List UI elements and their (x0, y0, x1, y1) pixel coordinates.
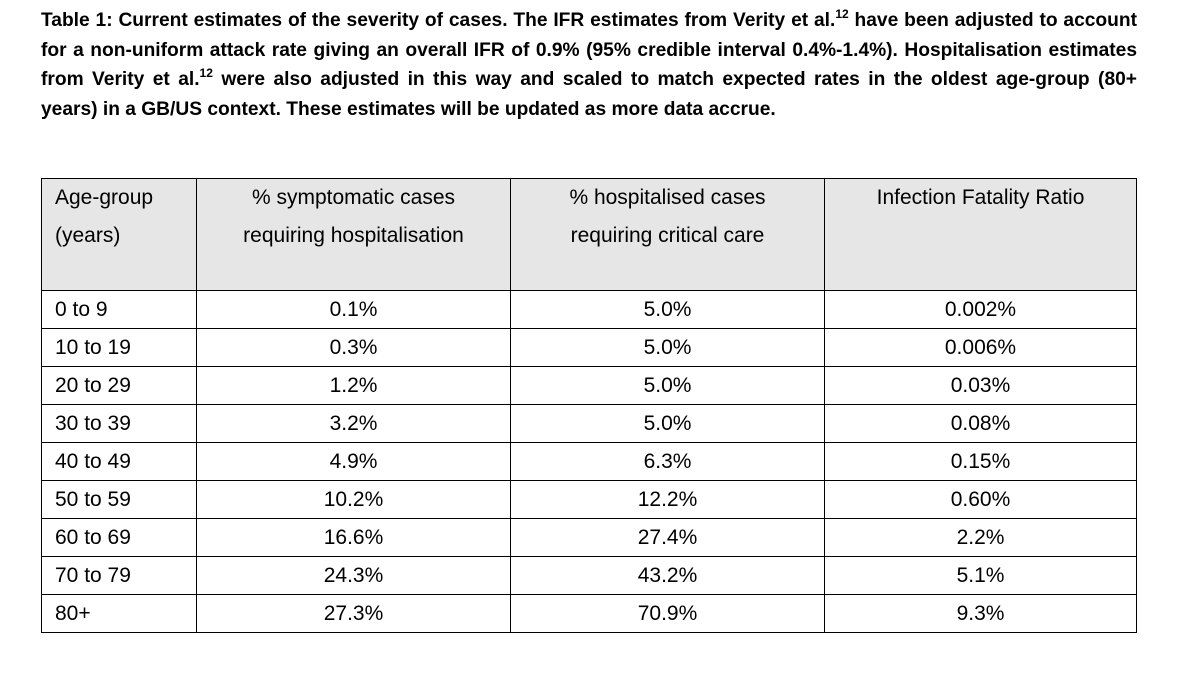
cell-critical-care: 43.2% (510, 556, 825, 595)
cell-hospitalisation: 1.2% (196, 366, 511, 405)
cell-hospitalisation: 4.9% (196, 442, 511, 481)
header-age-line-1: Age-group (55, 186, 154, 209)
cell-ifr: 5.1% (824, 556, 1137, 595)
table-row: 70 to 79 24.3% 43.2% 5.1% (41, 556, 1137, 595)
table-header: Age-group (years) % symptomatic cases requ… (41, 178, 1137, 291)
header-hosp-line-1: % symptomatic cases (251, 186, 456, 209)
cell-age-group: 80+ (41, 594, 197, 633)
caption-text-1: Table 1: Current estimates of the severi… (41, 10, 836, 31)
table-row: 10 to 19 0.3% 5.0% 0.006% (41, 328, 1137, 367)
cell-hospitalisation: 16.6% (196, 518, 511, 557)
cell-critical-care: 6.3% (510, 442, 825, 481)
cell-age-group: 30 to 39 (41, 404, 197, 443)
caption-text-3: were also adjusted in this way and scale… (41, 69, 1137, 120)
table-row: 0 to 9 0.1% 5.0% 0.002% (41, 290, 1137, 329)
cell-ifr: 0.006% (824, 328, 1137, 367)
header-infection-fatality-ratio: Infection Fatality Ratio (824, 178, 1137, 291)
cell-hospitalisation: 0.1% (196, 290, 511, 329)
cell-age-group: 10 to 19 (41, 328, 197, 367)
table-row: 50 to 59 10.2% 12.2% 0.60% (41, 480, 1137, 519)
table-caption: Table 1: Current estimates of the severi… (41, 6, 1137, 124)
cell-ifr: 2.2% (824, 518, 1137, 557)
table-body: 0 to 9 0.1% 5.0% 0.002% 10 to 19 0.3% 5.… (41, 290, 1137, 633)
severity-table: Age-group (years) % symptomatic cases requ… (41, 178, 1137, 633)
cell-ifr: 9.3% (824, 594, 1137, 633)
cell-ifr: 0.15% (824, 442, 1137, 481)
cell-hospitalisation: 10.2% (196, 480, 511, 519)
cell-age-group: 0 to 9 (41, 290, 197, 329)
header-hospitalisation: % symptomatic cases requiring hospitalisa… (196, 178, 511, 291)
cell-ifr: 0.08% (824, 404, 1137, 443)
cell-age-group: 20 to 29 (41, 366, 197, 405)
header-age-group: Age-group (years) (41, 178, 197, 291)
header-critical-care-label: % hospitalised cases requiring critical c… (511, 179, 824, 255)
header-critical-care: % hospitalised cases requiring critical c… (510, 178, 825, 291)
table-row: 80+ 27.3% 70.9% 9.3% (41, 594, 1137, 633)
header-row: Age-group (years) % symptomatic cases requ… (41, 178, 1137, 291)
cell-age-group: 70 to 79 (41, 556, 197, 595)
cell-critical-care: 5.0% (510, 404, 825, 443)
header-crit-line-2: requiring critical care (570, 224, 765, 247)
cell-age-group: 40 to 49 (41, 442, 197, 481)
cell-critical-care: 27.4% (510, 518, 825, 557)
header-hosp-line-2: requiring hospitalisation (243, 224, 464, 247)
header-age-group-label: Age-group (years) (42, 179, 196, 255)
cell-hospitalisation: 0.3% (196, 328, 511, 367)
header-hospitalisation-label: % symptomatic cases requiring hospitalisa… (197, 179, 510, 255)
cell-critical-care: 70.9% (510, 594, 825, 633)
table-row: 20 to 29 1.2% 5.0% 0.03% (41, 366, 1137, 405)
cell-critical-care: 5.0% (510, 328, 825, 367)
reference-superscript: 12 (835, 7, 849, 21)
header-crit-line-1: % hospitalised cases (569, 186, 766, 209)
cell-hospitalisation: 24.3% (196, 556, 511, 595)
cell-critical-care: 5.0% (510, 366, 825, 405)
cell-ifr: 0.002% (824, 290, 1137, 329)
cell-critical-care: 5.0% (510, 290, 825, 329)
caption-text-2: have been adjusted to account for a non-… (41, 10, 1137, 91)
table-row: 40 to 49 4.9% 6.3% 0.15% (41, 442, 1137, 481)
header-ifr-label: Infection Fatality Ratio (876, 186, 1085, 209)
cell-critical-care: 12.2% (510, 480, 825, 519)
cell-ifr: 0.03% (824, 366, 1137, 405)
table-row: 60 to 69 16.6% 27.4% 2.2% (41, 518, 1137, 557)
cell-hospitalisation: 27.3% (196, 594, 511, 633)
table-row: 30 to 39 3.2% 5.0% 0.08% (41, 404, 1137, 443)
header-age-line-2: (years) (55, 224, 121, 247)
cell-ifr: 0.60% (824, 480, 1137, 519)
cell-age-group: 60 to 69 (41, 518, 197, 557)
reference-superscript: 12 (199, 66, 213, 81)
cell-age-group: 50 to 59 (41, 480, 197, 519)
cell-hospitalisation: 3.2% (196, 404, 511, 443)
